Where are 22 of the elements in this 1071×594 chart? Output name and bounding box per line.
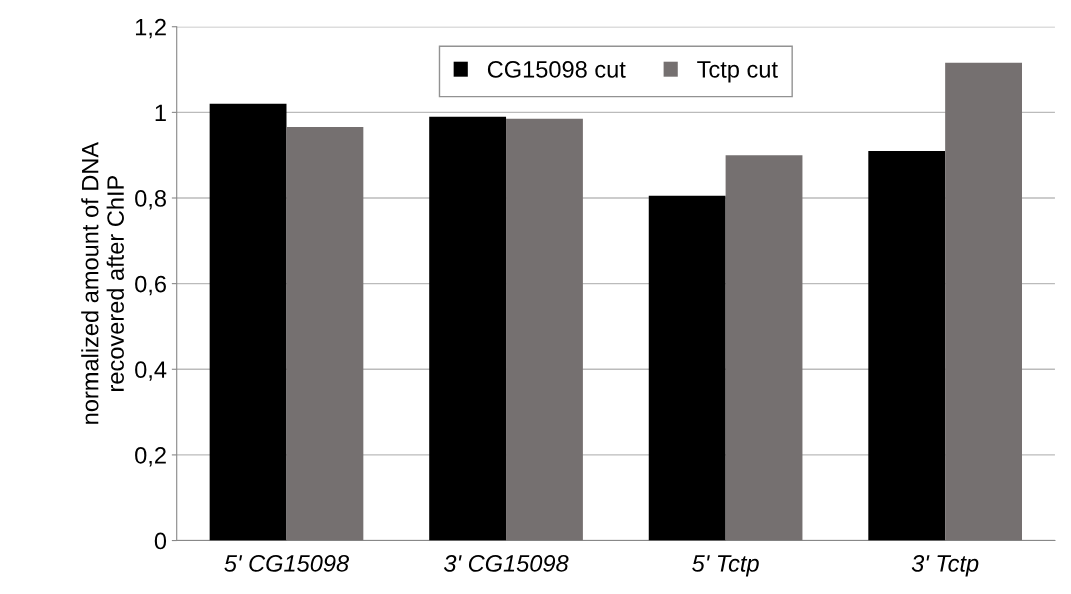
y-tick-label: 0,2 <box>135 446 166 467</box>
bar <box>648 195 726 541</box>
y-axis-title: normalized amount of DNA recovered after ChIP <box>81 141 124 424</box>
bar <box>429 116 507 541</box>
bar <box>725 155 803 541</box>
y-tick-label: 0,8 <box>135 190 166 210</box>
bar <box>945 62 1022 541</box>
y-tick-label: 1,2 <box>135 18 166 39</box>
y-tick-label: 0 <box>154 532 167 550</box>
bar <box>506 118 583 541</box>
bar <box>286 126 364 541</box>
x-tick-label: 3' CG15098 <box>443 555 569 572</box>
x-tick-label: 5' Tctp <box>692 555 759 577</box>
y-tick-label: 0,6 <box>135 275 166 296</box>
x-tick-label: 5' CG15098 <box>224 555 349 572</box>
y-tick-label: 1 <box>155 104 166 121</box>
bar <box>868 150 946 541</box>
y-tick-label: 0,4 <box>135 361 167 381</box>
bar <box>209 103 287 541</box>
legend-label: Tctp cut <box>697 61 778 83</box>
legend-label: CG15098 cut <box>487 61 626 78</box>
x-tick-label: 3' Tctp <box>911 555 979 577</box>
